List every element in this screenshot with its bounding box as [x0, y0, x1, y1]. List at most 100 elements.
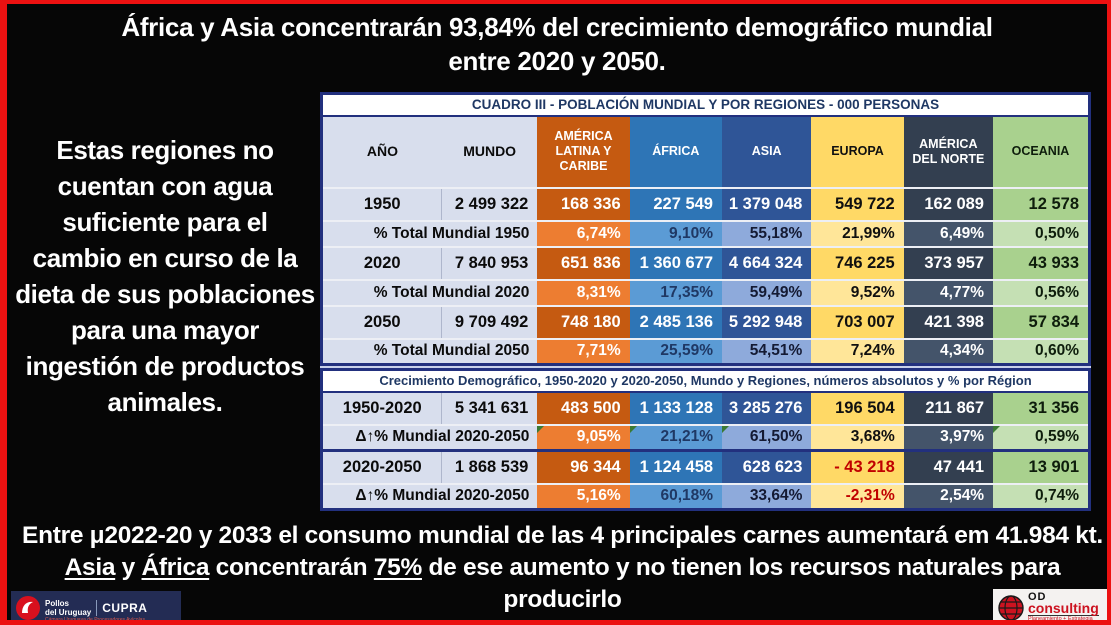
cell-oceania: 13 901 [993, 449, 1090, 484]
table-row-delta-1: Δ↑% Mundial 2020-2050 9,05% 21,21% 61,50… [321, 423, 1090, 451]
cell-europa: 196 504 [811, 390, 904, 425]
cupra-acronym: CUPRA [102, 600, 148, 615]
cell-row-label: % Total Mundial 2020 [321, 278, 538, 306]
cell-oceania: 31 356 [993, 390, 1090, 425]
cell-year: 2050 [321, 304, 443, 339]
cell-asia: 3 285 276 [722, 390, 812, 425]
bottom-note-text: concentrarán [209, 554, 374, 581]
cell-oceania: 0,74% [993, 482, 1090, 510]
cell-amlat: 96 344 [537, 449, 630, 484]
cell-europa-negative: - 43 218 [811, 449, 904, 484]
col-header-oceania: OCEANIA [993, 115, 1090, 188]
bottom-note-text: Entre μ2022-20 y 2033 el consumo mundial… [22, 522, 1103, 549]
slide-title: África y Asia concentrarán 93,84% del cr… [7, 10, 1107, 78]
cell-africa: 227 549 [629, 186, 722, 221]
cell-amnorte: 421 398 [903, 304, 993, 339]
bottom-note-text: de ese aumento y no tienen los recursos … [421, 554, 1061, 613]
cell-period: 2020-2050 [321, 449, 443, 484]
cell-amlat: 6,74% [537, 219, 630, 247]
col-header-america-norte: AMÉRICA DEL NORTE [903, 115, 993, 188]
cell-amlat: 5,16% [537, 482, 630, 510]
growth-table: Crecimiento Demográfico, 1950-2020 y 202… [320, 368, 1091, 511]
cell-europa: 21,99% [811, 219, 904, 247]
cell-asia: 4 664 324 [722, 245, 812, 280]
cell-europa: 7,24% [811, 337, 904, 365]
od-consulting-wordmark: OD consulting Planeamiento + Estrategia [1028, 592, 1099, 622]
cell-mundo: 1 868 539 [441, 449, 538, 484]
table-row-2020: 2020 7 840 953 651 836 1 360 677 4 664 3… [321, 245, 1090, 280]
cell-amlat: 8,31% [537, 278, 630, 306]
cell-year: 1950 [321, 186, 443, 221]
cell-mundo: 7 840 953 [441, 245, 538, 280]
cell-africa: 21,21% [629, 423, 723, 451]
growth-table-title: Crecimiento Demográfico, 1950-2020 y 202… [321, 368, 1090, 393]
col-header-asia: ASIA [722, 115, 812, 188]
cell-amlat: 168 336 [537, 186, 630, 221]
logo-divider [96, 599, 98, 616]
pollos-rooster-icon [16, 595, 40, 620]
table-row-2050: 2050 9 709 492 748 180 2 485 136 5 292 9… [321, 304, 1090, 339]
left-note: Estas regiones no cuentan con agua sufic… [15, 135, 315, 417]
cell-amlat: 483 500 [537, 390, 630, 425]
cell-asia: 55,18% [722, 219, 812, 247]
cell-row-label: Δ↑% Mundial 2020-2050 [321, 423, 538, 451]
slide-title-line2: entre 2020 y 2050. [448, 46, 666, 76]
cell-africa: 1 124 458 [629, 449, 723, 484]
pollos-logo-line1: Pollos [45, 598, 70, 608]
cell-europa: 9,52% [811, 278, 904, 306]
table-header-row: AÑO MUNDO AMÉRICA LATINA Y CARIBE ÁFRICA… [321, 115, 1090, 188]
col-header-europa: EUROPA [811, 115, 904, 188]
cell-africa: 17,35% [629, 278, 722, 306]
cell-amlat: 7,71% [537, 337, 630, 365]
cell-oceania: 43 933 [993, 245, 1090, 280]
cell-mundo: 5 341 631 [441, 390, 538, 425]
cell-mundo: 2 499 322 [441, 186, 538, 221]
od-consulting-logo: OD consulting Planeamiento + Estrategia [993, 589, 1107, 622]
cell-africa: 1 133 128 [629, 390, 723, 425]
cell-amnorte: 373 957 [903, 245, 993, 280]
cell-africa: 9,10% [629, 219, 722, 247]
od-logo-line2: consulting [1028, 600, 1099, 616]
cell-amlat: 748 180 [537, 304, 630, 339]
cell-oceania: 0,50% [993, 219, 1090, 247]
col-header-ano: AÑO [321, 115, 442, 188]
bottom-note-text: y [115, 554, 142, 581]
cell-asia: 628 623 [722, 449, 812, 484]
pollos-del-uruguay-cupra-logo: Pollos del Uruguay CUPRA Cámara Uruguaya… [11, 591, 181, 620]
cell-amnorte: 3,97% [903, 423, 994, 451]
cell-amnorte: 162 089 [903, 186, 993, 221]
table-row-pct-2020: % Total Mundial 2020 8,31% 17,35% 59,49%… [321, 278, 1090, 306]
cell-asia: 61,50% [722, 423, 812, 451]
cell-amlat: 9,05% [537, 423, 630, 451]
col-header-mundo: MUNDO [441, 115, 538, 188]
cell-amnorte: 4,77% [903, 278, 993, 306]
cell-africa: 2 485 136 [629, 304, 722, 339]
cell-oceania: 12 578 [993, 186, 1090, 221]
slide-title-line1: África y Asia concentrarán 93,84% del cr… [121, 12, 993, 42]
tables-container: CUADRO III - POBLACIÓN MUNDIAL Y POR REG… [320, 92, 1091, 511]
table-row-1950-2020: 1950-2020 5 341 631 483 500 1 133 128 3 … [321, 390, 1090, 425]
cell-europa: 549 722 [811, 186, 904, 221]
cell-asia: 54,51% [722, 337, 812, 365]
col-header-america-latina: AMÉRICA LATINA Y CARIBE [537, 115, 630, 188]
cell-europa: 3,68% [811, 423, 904, 451]
od-logo-tagline: Planeamiento + Estrategia [1028, 616, 1093, 622]
bottom-note: Entre μ2022-20 y 2033 el consumo mundial… [20, 520, 1105, 616]
cell-oceania: 0,59% [993, 423, 1090, 451]
cell-row-label: Δ↑% Mundial 2020-2050 [321, 482, 538, 510]
cell-africa: 1 360 677 [629, 245, 722, 280]
cell-amnorte: 2,54% [903, 482, 994, 510]
bottom-note-asia-underlined: Asia [64, 554, 116, 581]
cell-europa: 703 007 [811, 304, 904, 339]
table-row-2020-2050: 2020-2050 1 868 539 96 344 1 124 458 628… [321, 449, 1090, 484]
population-table-title: CUADRO III - POBLACIÓN MUNDIAL Y POR REG… [321, 92, 1090, 117]
table-row-pct-2050: % Total Mundial 2050 7,71% 25,59% 54,51%… [321, 337, 1090, 365]
cell-oceania: 0,56% [993, 278, 1090, 306]
cell-oceania: 57 834 [993, 304, 1090, 339]
population-table: CUADRO III - POBLACIÓN MUNDIAL Y POR REG… [320, 92, 1091, 366]
cell-amlat: 651 836 [537, 245, 630, 280]
cell-europa-negative: -2,31% [811, 482, 904, 510]
cell-europa: 746 225 [811, 245, 904, 280]
bottom-note-africa-underlined: África [141, 554, 210, 581]
